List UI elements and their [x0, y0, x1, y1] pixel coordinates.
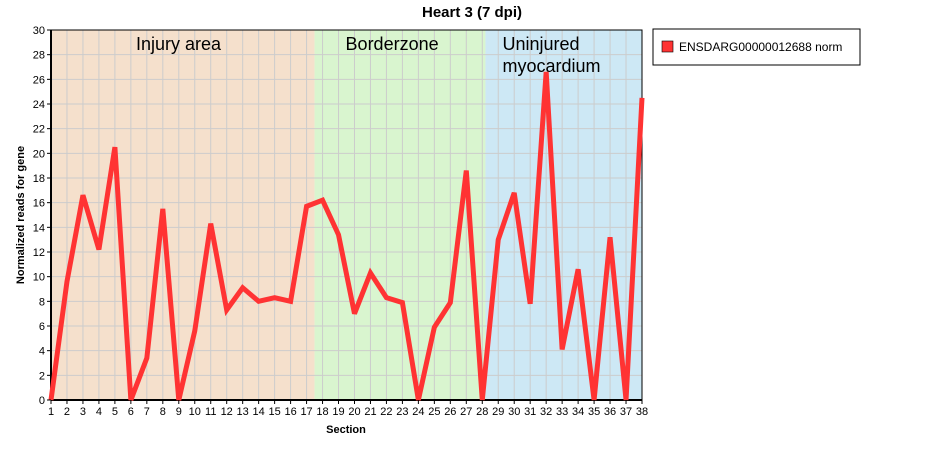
y-axis-title: Normalized reads for gene: [15, 146, 27, 284]
x-tick-label: 19: [332, 406, 344, 418]
x-tick-label: 8: [160, 406, 166, 418]
x-tick-label: 5: [112, 406, 118, 418]
x-tick-label: 6: [128, 406, 134, 418]
x-tick-label: 16: [284, 406, 296, 418]
region-label: myocardium: [502, 56, 600, 76]
x-tick-label: 38: [636, 406, 648, 418]
y-tick-label: 26: [33, 74, 45, 86]
y-tick-label: 10: [33, 272, 45, 284]
x-tick-label: 28: [476, 406, 488, 418]
x-tick-label: 10: [189, 406, 201, 418]
legend-box: [652, 28, 861, 66]
x-tick-label: 23: [396, 406, 408, 418]
x-tick-label: 27: [460, 406, 472, 418]
x-tick-label: 20: [348, 406, 360, 418]
axes: [50, 29, 643, 401]
legend: ENSDARG00000012688 norm: [652, 28, 861, 66]
x-tick-label: 2: [64, 406, 70, 418]
region-label: Borderzone: [346, 34, 439, 54]
x-tick-label: 14: [253, 406, 265, 418]
x-tick-label: 12: [221, 406, 233, 418]
region-background: [51, 30, 315, 400]
x-tick-label: 32: [540, 406, 552, 418]
x-tick-label: 29: [492, 406, 504, 418]
x-tick-label: 37: [620, 406, 632, 418]
y-tick-label: 16: [33, 198, 45, 210]
x-tick-label: 7: [144, 406, 150, 418]
x-tick-label: 1: [48, 406, 54, 418]
x-tick-label: 13: [237, 406, 249, 418]
region-label: Uninjured: [502, 34, 579, 54]
y-tick-label: 14: [33, 222, 45, 234]
y-tick-label: 30: [33, 25, 45, 37]
region-backgrounds: [51, 30, 642, 400]
x-tick-label: 33: [556, 406, 568, 418]
legend-swatch: [661, 40, 674, 53]
x-tick-label: 25: [428, 406, 440, 418]
y-tick-label: 20: [33, 148, 45, 160]
x-tick-label: 35: [588, 406, 600, 418]
region-background: [314, 30, 486, 400]
x-tick-label: 34: [572, 406, 584, 418]
x-tick-label: 15: [268, 406, 280, 418]
y-tick-label: 4: [39, 346, 45, 358]
x-tick-label: 9: [176, 406, 182, 418]
x-tick-label: 4: [96, 406, 102, 418]
region-label: Injury area: [136, 34, 222, 54]
chart-title: Heart 3 (7 dpi): [422, 4, 522, 21]
y-tick-label: 0: [39, 395, 45, 407]
x-axis-title: Section: [326, 424, 366, 436]
y-tick-label: 2: [39, 370, 45, 382]
y-tick-label: 18: [33, 173, 45, 185]
x-tick-label: 26: [444, 406, 456, 418]
y-tick-label: 6: [39, 321, 45, 333]
x-tick-label: 36: [604, 406, 616, 418]
x-tick-label: 30: [508, 406, 520, 418]
legend-label: ENSDARG00000012688 norm: [679, 40, 842, 54]
x-tick-label: 22: [380, 406, 392, 418]
x-tick-label: 11: [205, 406, 216, 418]
x-tick-label: 24: [412, 406, 424, 418]
x-tick-label: 21: [364, 406, 376, 418]
x-tick-label: 18: [316, 406, 328, 418]
y-tick-label: 8: [39, 296, 45, 308]
x-tick-label: 17: [300, 406, 312, 418]
y-tick-label: 28: [33, 50, 45, 62]
x-tick-label: 31: [524, 406, 536, 418]
y-tick-label: 12: [33, 247, 45, 259]
x-tick-label: 3: [80, 406, 86, 418]
series-line: [48, 71, 645, 401]
y-tick-label: 24: [33, 99, 45, 111]
y-tick-label: 22: [33, 124, 45, 136]
